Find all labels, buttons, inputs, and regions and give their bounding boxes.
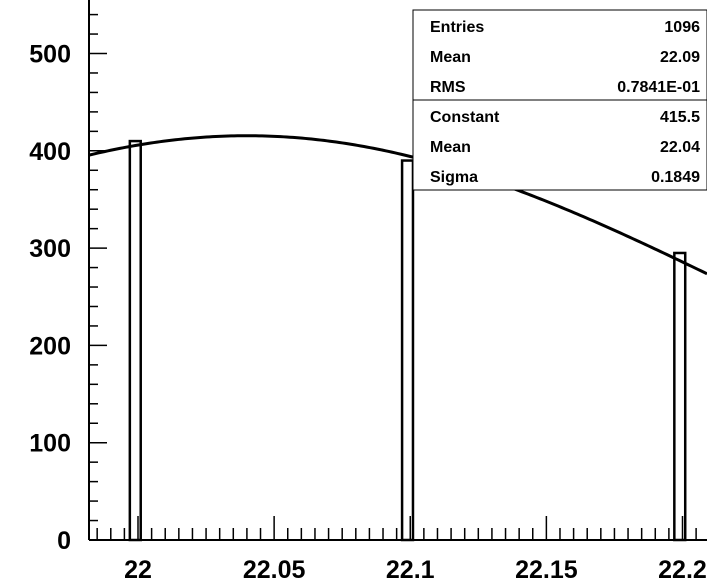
fit-label-constant: Constant [430, 109, 500, 126]
gaussian-fit-curve [88, 134, 707, 276]
fit-value-mean: 22.04 [660, 139, 700, 156]
stat-value-mean: 22.09 [660, 49, 700, 66]
stat-label-rms: RMS [430, 79, 466, 96]
fit-value-sigma: 0.1849 [651, 169, 700, 186]
y-axis-ticks: 0 100 200 300 400 500 [29, 13, 107, 555]
fit-label-mean: Mean [430, 139, 471, 156]
y-tick-label: 500 [29, 41, 71, 69]
stat-label-entries: Entries [430, 19, 484, 36]
x-tick-label: 22.15 [515, 556, 578, 581]
histogram-bar [673, 251, 687, 542]
fit-value-constant: 415.5 [660, 109, 700, 126]
x-tick-label: 22.1 [386, 556, 435, 581]
x-tick-label: 22.05 [243, 556, 306, 581]
y-tick-label: 0 [57, 527, 71, 555]
stat-value-entries: 1096 [664, 19, 700, 36]
stat-label-mean: Mean [430, 49, 471, 66]
y-tick-label: 300 [29, 235, 71, 263]
x-axis-ticks: 22 22.05 22.1 22.15 22.2 [96, 516, 707, 581]
x-tick-label: 22 [124, 556, 152, 581]
histogram-bar [128, 139, 142, 542]
x-tick-label: 22.2 [658, 556, 707, 581]
y-tick-label: 200 [29, 332, 71, 360]
histogram-bins [128, 139, 687, 542]
stats-box: Entries 1096 Mean 22.09 RMS 0.7841E-01 C… [412, 9, 707, 191]
stat-value-rms: 0.7841E-01 [617, 79, 700, 96]
histogram-bar [400, 159, 415, 542]
y-tick-label: 100 [29, 430, 71, 458]
fit-label-sigma: Sigma [430, 169, 478, 186]
y-tick-label: 400 [29, 138, 71, 166]
